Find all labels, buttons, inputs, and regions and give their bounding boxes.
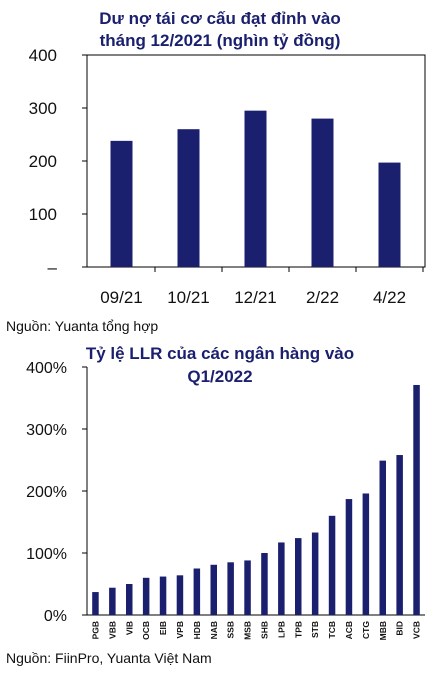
chart2-x-category-label: PGB (90, 621, 100, 639)
chart2-bar-BID (396, 455, 403, 615)
chart1-bar-09/21 (110, 140, 133, 267)
chart2-bar-TCB (328, 515, 336, 615)
chart2-x-category-label: VBB (107, 621, 117, 639)
chart2-bar-VBB (109, 587, 116, 615)
chart2-x-category-label: TPB (293, 621, 303, 638)
chart2-x-category-label: MSB (243, 621, 253, 640)
chart2-bar-NAB (210, 564, 217, 615)
chart2-y-tick-label: 400% (26, 360, 67, 377)
chart2-x-category-label: LPB (276, 621, 286, 638)
chart2-bar-VCB (413, 384, 420, 615)
chart2-source: Nguồn: FiinPro, Yuanta Việt Nam (6, 650, 212, 666)
chart1-y-tick-label: 400 (29, 46, 57, 65)
chart2-x-category-label: VCB (412, 621, 422, 639)
chart2-x-category-label: SHB (259, 621, 269, 639)
chart2-bar-PGB (92, 592, 99, 615)
chart2-bar-EIB (159, 576, 167, 615)
chart2-bar-LPB (278, 542, 285, 615)
chart2-bar-VPB (176, 575, 184, 615)
chart2-y-tick-label: 0% (44, 608, 67, 625)
chart2-bar-TPB (295, 538, 302, 615)
chart2-bar-HDB (193, 568, 201, 615)
chart2-y-tick-label: 100% (26, 546, 67, 563)
chart2-x-category-label: HDB (192, 621, 202, 639)
chart2-x-category-label: MBB (378, 621, 388, 640)
chart2-bar-OCB (142, 577, 150, 615)
chart2-bar-VIB (126, 584, 133, 615)
chart2-llr-ratio-bar-chart: 0% 100% 200% 300% 400% PGB VBB VIB OCB EIB VPB HDB N… (26, 360, 425, 640)
chart2-bar-MSB (244, 560, 251, 615)
chart2-bar-CTG (362, 493, 370, 615)
chart1-y-tick-label: 200 (29, 152, 57, 171)
chart1-x-category-label: 09/21 (100, 288, 143, 307)
chart1-bar-4/22 (378, 162, 401, 267)
chart1-y-tick-label: 300 (29, 99, 57, 118)
chart2-y-tick-label: 300% (26, 422, 67, 439)
chart2-bar-MBB (379, 460, 386, 615)
chart2-x-category-label: OCB (141, 621, 151, 640)
chart1-y-tick-label: – (48, 258, 58, 277)
chart2-bar-SSB (227, 562, 234, 615)
chart2-x-category-label: VPB (175, 621, 185, 638)
chart1-y-tick-label: 100 (29, 205, 57, 224)
chart1-x-category-label: 12/21 (234, 288, 277, 307)
chart1-x-category-label: 4/22 (373, 288, 406, 307)
chart2-title-line2: Q1/2022 (187, 367, 253, 386)
chart1-restructured-debt-bar-chart: – 100 200 300 400 09/21 10/21 12/21 2/22 4/22 (29, 46, 426, 307)
chart2-x-category-label: VIB (124, 621, 134, 635)
chart1-source: Nguồn: Yuanta tổng hợp (6, 318, 159, 334)
chart1-title-line1: Dư nợ tái cơ cấu đạt đỉnh vào (99, 9, 341, 28)
chart2-x-category-label: NAB (209, 621, 219, 639)
chart2-title-line1: Tỷ lệ LLR của các ngân hàng vào (85, 344, 355, 363)
chart2-x-category-label: BID (395, 621, 405, 636)
chart1-title-line2: tháng 12/2021 (nghìn tỷ đồng) (99, 31, 341, 50)
chart2-x-category-label: ACB (344, 621, 354, 639)
chart1-x-category-label: 10/21 (167, 288, 210, 307)
chart2-bar-ACB (345, 499, 353, 615)
chart1-x-category-label: 2/22 (306, 288, 339, 307)
chart2-x-category-label: STB (310, 621, 320, 638)
chart2-x-category-label: SSB (226, 621, 236, 638)
chart1-bar-10/21 (177, 129, 200, 267)
chart2-x-category-label: EIB (158, 621, 168, 635)
chart2-x-category-label: TCB (327, 621, 337, 638)
chart1-bar-2/22 (311, 118, 334, 267)
chart2-bar-STB (311, 532, 319, 615)
chart2-y-tick-label: 200% (26, 484, 67, 501)
chart2-bar-SHB (261, 553, 268, 615)
chart2-x-category-label: CTG (361, 621, 371, 639)
chart1-bar-12/21 (244, 110, 267, 268)
